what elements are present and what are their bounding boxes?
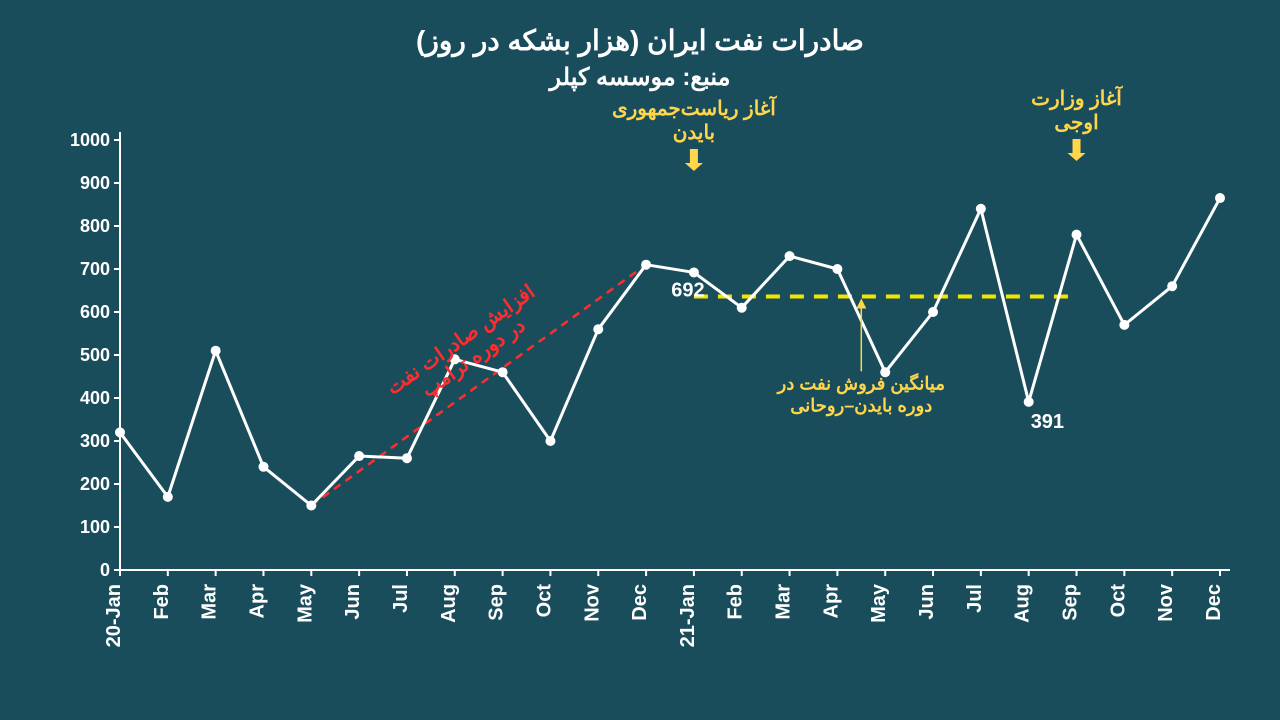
x-tick-label: May	[868, 583, 890, 623]
x-tick-label: Apr	[820, 584, 842, 619]
x-tick-label: Jun	[916, 584, 938, 620]
y-tick-label: 800	[80, 216, 110, 236]
y-tick-label: 0	[100, 560, 110, 580]
annotation-avg: دوره بایدن–روحانی	[790, 395, 932, 416]
annotation-avg: میانگین فروش نفت در	[776, 372, 945, 394]
x-tick-label: Jul	[390, 584, 412, 613]
y-tick-label: 200	[80, 474, 110, 494]
chart-svg: 0100200300400500600700800900100020-JanFe…	[60, 140, 1240, 700]
chart-container: صادرات نفت ایران (هزار بشکه در روز) منبع…	[0, 0, 1280, 720]
x-tick-label: Feb	[151, 584, 173, 620]
x-tick-label: Dec	[1203, 584, 1225, 621]
x-tick-label: Oct	[533, 584, 555, 618]
chart-title: صادرات نفت ایران (هزار بشکه در روز)	[0, 0, 1280, 57]
x-tick-label: Sep	[1060, 584, 1082, 621]
point-label: 391	[1031, 411, 1064, 433]
annotation-owji: اوجی	[1054, 112, 1098, 135]
x-tick-label: Mar	[773, 584, 795, 620]
x-tick-label: Jul	[964, 584, 986, 613]
annotation-owji: آغاز وزارت	[1031, 85, 1123, 111]
y-tick-label: 300	[80, 431, 110, 451]
y-tick-label: 900	[80, 173, 110, 193]
x-tick-label: 21-Jan	[677, 584, 699, 647]
y-tick-label: 700	[80, 259, 110, 279]
y-tick-label: 500	[80, 345, 110, 365]
chart-area: 0100200300400500600700800900100020-JanFe…	[60, 140, 1240, 700]
x-tick-label: May	[294, 583, 316, 623]
annotation-biden: آغاز ریاست‌جمهوری	[612, 95, 777, 121]
x-tick-label: Sep	[486, 584, 508, 621]
y-tick-label: 1000	[70, 130, 110, 150]
x-tick-label: Nov	[1155, 583, 1177, 622]
x-tick-label: Nov	[581, 583, 603, 622]
x-tick-label: Oct	[1107, 584, 1129, 618]
x-tick-label: Dec	[629, 584, 651, 621]
point-label: 692	[671, 279, 704, 301]
y-tick-label: 600	[80, 302, 110, 322]
y-tick-label: 400	[80, 388, 110, 408]
x-tick-label: Mar	[199, 584, 221, 620]
y-tick-label: 100	[80, 517, 110, 537]
x-tick-label: Aug	[438, 584, 460, 623]
x-tick-label: Jun	[342, 584, 364, 620]
x-tick-label: 20-Jan	[103, 584, 125, 647]
annotation-biden: بایدن	[673, 122, 715, 144]
x-tick-label: Feb	[725, 584, 747, 620]
x-tick-label: Aug	[1012, 584, 1034, 623]
x-tick-label: Apr	[246, 584, 268, 619]
